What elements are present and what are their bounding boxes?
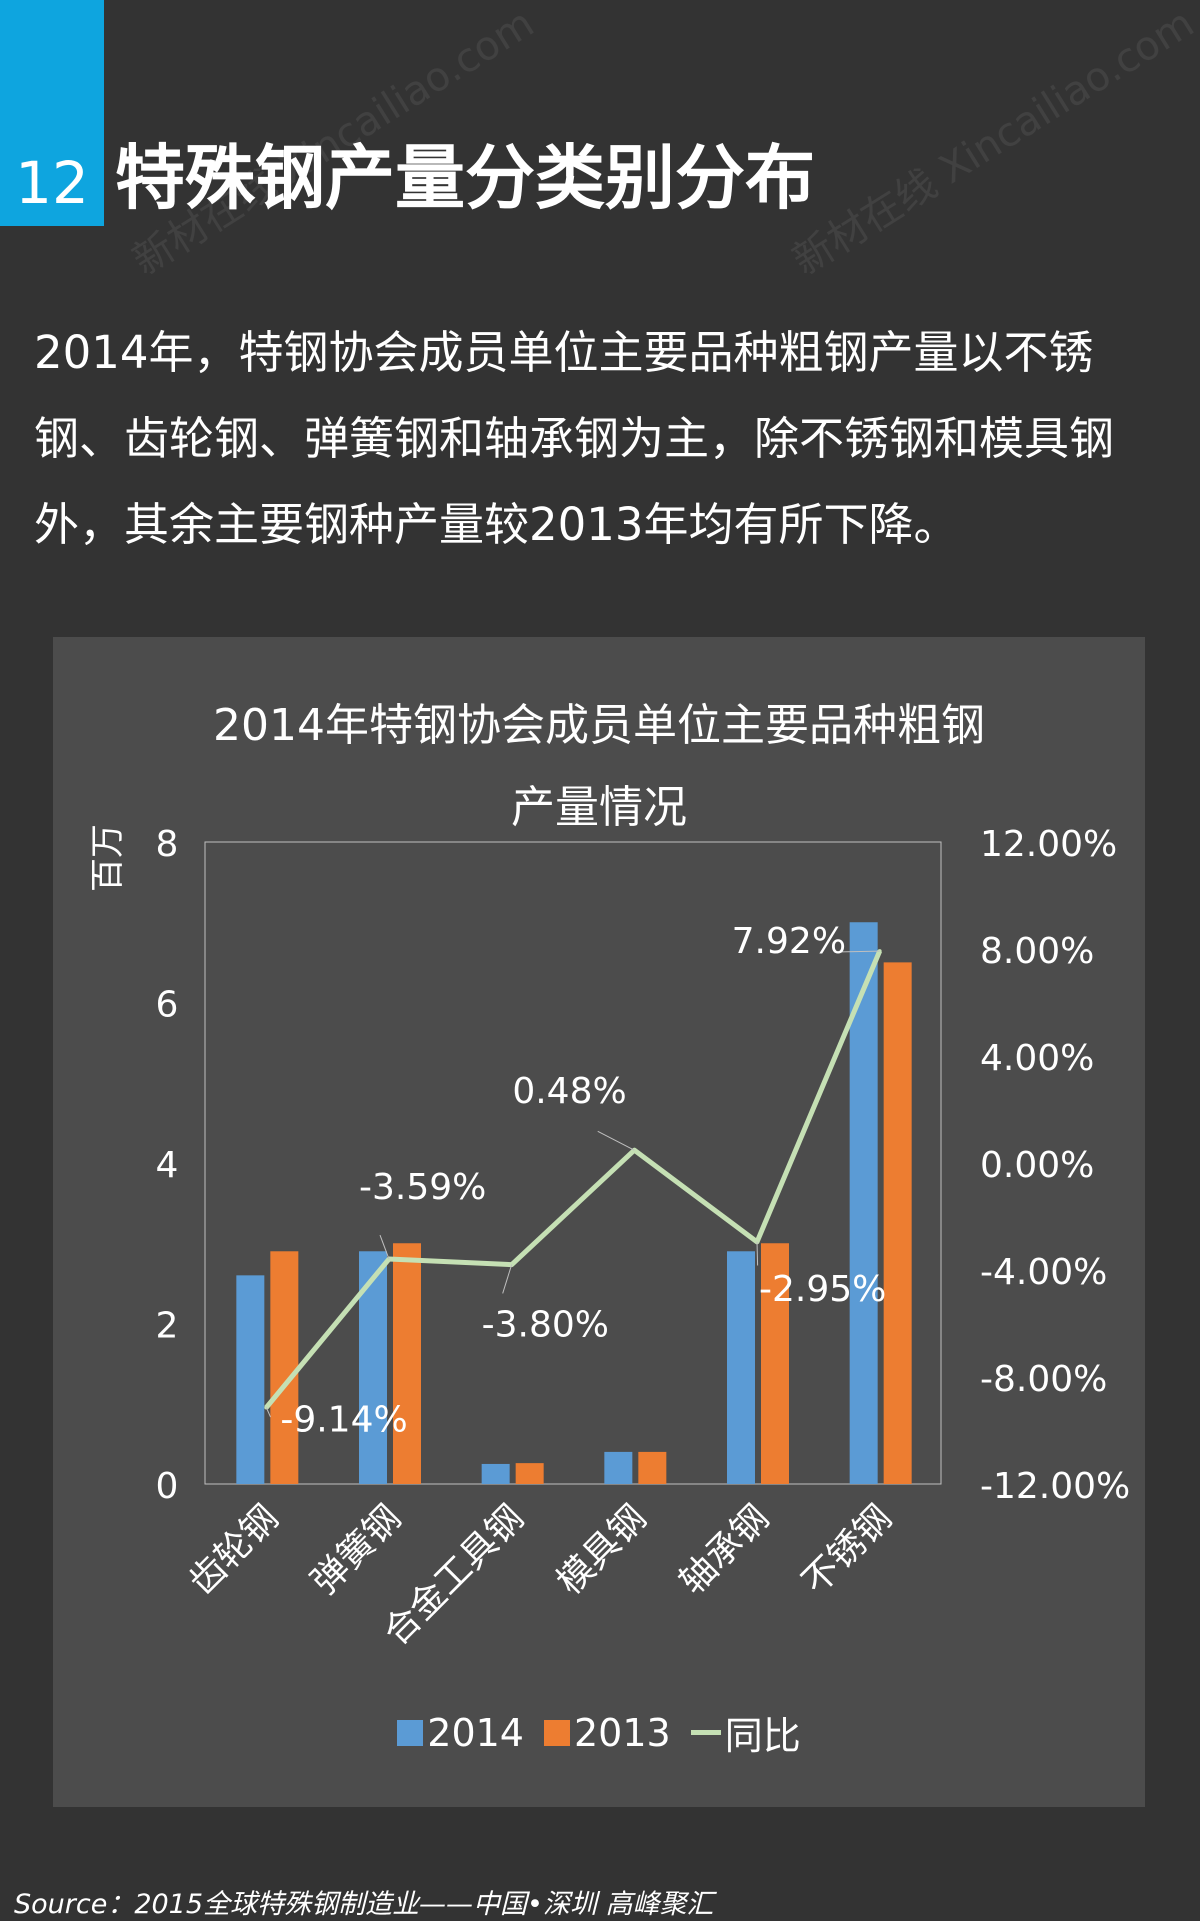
data-label-leader	[379, 1234, 390, 1260]
plot-area-border	[204, 841, 942, 1485]
y-tick-label: 2	[156, 1306, 179, 1347]
y-tick-label: 6	[156, 985, 179, 1026]
bar-2013	[393, 1243, 421, 1484]
y-tick-label: 8	[156, 824, 179, 865]
data-label-leader	[835, 950, 880, 953]
section-number: 12	[15, 149, 89, 217]
chart-title-line2: 产量情况	[511, 782, 687, 833]
chart-legend: 2014 2013 同比	[53, 1705, 1145, 1760]
legend-swatch	[543, 1719, 570, 1746]
chart-title: 2014年特钢协会成员单位主要品种粗钢 产量情况	[53, 685, 1145, 849]
y2-tick-label: 4.00%	[980, 1038, 1094, 1079]
data-label: -9.14%	[280, 1399, 407, 1440]
data-label-leader	[502, 1264, 513, 1294]
data-label-leader	[597, 1130, 635, 1151]
legend-swatch	[397, 1719, 424, 1746]
bar-2014	[481, 1463, 510, 1484]
chart-plot: 0 2 4 6 8 百万 -12.00% -8.00% -4.00% 0.00% 4.00% 8.00…	[88, 824, 1130, 1654]
y-tick-label: 0	[156, 1466, 179, 1507]
data-label: 7.92%	[732, 921, 846, 962]
bar-2014	[359, 1251, 387, 1484]
bar-2014	[604, 1451, 633, 1484]
bar-2013	[883, 962, 912, 1484]
y2-tick-label: -8.00%	[980, 1359, 1107, 1400]
legend-item: 同比	[690, 1705, 801, 1760]
legend-label: 同比	[724, 1714, 801, 1758]
bar-2014	[236, 1275, 265, 1484]
legend-item: 2014	[397, 1711, 524, 1755]
x-tick-label: 齿轮钢	[181, 1497, 286, 1602]
x-tick-label: 模具钢	[549, 1497, 654, 1602]
x-tick-label: 弹簧钢	[304, 1497, 409, 1602]
chart-title-line1: 2014年特钢协会成员单位主要品种粗钢	[213, 700, 985, 751]
line-yoy	[264, 950, 882, 1410]
y-tick-label: 4	[156, 1145, 179, 1186]
y2-tick-label: 12.00%	[980, 824, 1117, 865]
x-tick-label: 轴承钢	[672, 1497, 777, 1602]
legend-swatch	[690, 1730, 721, 1735]
watermark: 新材在线 Xincailiao.com	[785, 0, 1200, 285]
section-number-badge: 12	[0, 0, 104, 226]
line-point	[264, 1405, 269, 1410]
data-label: -3.59%	[359, 1167, 486, 1208]
y2-tick-label: 8.00%	[980, 931, 1094, 972]
legend-item: 2013	[543, 1710, 671, 1755]
y2-tick-label: 0.00%	[980, 1145, 1094, 1186]
data-label: -3.80%	[482, 1305, 609, 1346]
bar-2013	[761, 1243, 789, 1484]
bar-2013	[515, 1463, 544, 1484]
y2-tick-label: -12.00%	[980, 1466, 1130, 1507]
x-tick-label: 不锈钢	[795, 1497, 900, 1602]
bar-2013	[270, 1251, 299, 1484]
data-label-leader	[265, 1407, 271, 1418]
data-label-leader	[756, 1241, 759, 1266]
data-label: 0.48%	[512, 1071, 626, 1112]
bar-2014	[727, 1251, 755, 1484]
legend-label: 2014	[427, 1710, 524, 1755]
chart-panel: 2014年特钢协会成员单位主要品种粗钢 产量情况 0 2 4 6 8 百万 -12.00% -…	[53, 637, 1145, 1807]
y2-tick-label: -4.00%	[980, 1252, 1107, 1293]
source-note: Source：2015全球特殊钢制造业——中国•深圳 高峰聚汇	[14, 1889, 714, 1920]
bar-2013	[638, 1451, 667, 1484]
intro-paragraph: 2014年，特钢协会成员单位主要品种粗钢产量以不锈钢、齿轮钢、弹簧钢和轴承钢为主…	[34, 326, 1115, 551]
page-title: 特殊钢产量分类别分布	[115, 137, 815, 219]
data-label: -2.95%	[759, 1269, 886, 1310]
legend-label: 2013	[573, 1710, 671, 1755]
y-axis-label: 百万	[88, 824, 128, 892]
